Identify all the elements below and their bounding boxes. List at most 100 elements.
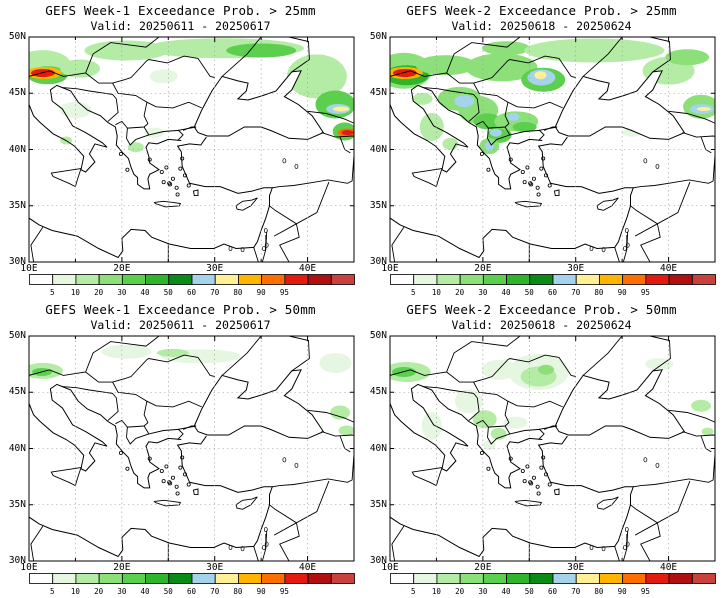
latitude-label: 40N — [8, 143, 26, 155]
lake-outline — [643, 158, 648, 164]
legend-swatch — [459, 573, 484, 584]
country-border — [253, 546, 259, 561]
legend-swatch — [482, 573, 507, 584]
country-border — [273, 223, 297, 237]
legend-label: 5 — [410, 587, 416, 596]
map-panel-1: GEFS Week-1 Exceedance Prob. > 25mm Valid… — [0, 0, 361, 299]
valid-period: Valid: 20250618 - 20250624 — [451, 19, 632, 33]
lake-outline — [624, 227, 629, 234]
balkan-italy-coastline — [390, 383, 543, 489]
legend-swatch — [330, 573, 355, 584]
longitude-label: 10E — [20, 263, 38, 274]
small-island — [178, 166, 183, 171]
island-outline — [596, 197, 619, 211]
island-outline — [192, 488, 199, 496]
small-island — [175, 192, 180, 197]
latitude-label: 50N — [369, 330, 387, 341]
lake-outline — [264, 242, 269, 248]
legend-swatch — [390, 573, 415, 584]
latitude-label: 40N — [369, 143, 387, 155]
country-border — [269, 480, 330, 524]
precip-prob-area — [485, 141, 494, 152]
legend-swatch — [168, 573, 193, 584]
longitude-label: 30E — [206, 263, 224, 274]
precip-prob-area — [472, 410, 497, 429]
legend-swatch — [552, 573, 577, 584]
precip-prob-area — [524, 38, 665, 63]
lake-outline — [601, 247, 606, 253]
small-island — [479, 151, 484, 156]
precip-prob-area — [149, 69, 178, 84]
precip-prob-area — [489, 128, 502, 137]
country-border — [177, 425, 197, 430]
lake-outline — [262, 245, 266, 252]
black-sea — [554, 70, 686, 140]
country-border — [423, 386, 480, 421]
mediterranean-coastline — [29, 435, 274, 558]
country-border — [321, 132, 354, 138]
island-outline — [596, 496, 619, 510]
small-island — [528, 480, 533, 485]
lake-outline — [282, 457, 287, 463]
legend-swatch — [575, 274, 600, 285]
map-area — [29, 336, 354, 561]
precip-prob-area — [127, 142, 144, 153]
mediterranean-coastline — [29, 136, 274, 259]
small-island — [186, 482, 191, 487]
country-border — [504, 126, 511, 136]
legend-swatch — [29, 573, 54, 584]
legend-swatch — [52, 274, 77, 285]
legend-swatch — [168, 274, 193, 285]
precip-prob-area — [101, 344, 152, 359]
legend-swatch — [29, 274, 54, 285]
latitude-label: 35N — [8, 199, 26, 211]
legend-swatch — [307, 573, 332, 584]
lake-outline — [264, 541, 269, 547]
precip-prob-area — [333, 106, 349, 112]
legend-swatch — [552, 274, 577, 285]
legend-label: 90 — [256, 587, 266, 596]
legend-label: 60 — [547, 288, 558, 297]
latitude-label: 30N — [8, 256, 26, 267]
island-outline — [235, 496, 258, 510]
small-island — [167, 480, 172, 485]
legend-label: 30 — [117, 587, 127, 596]
legend-label: 20 — [455, 587, 465, 596]
legend-swatch — [98, 573, 123, 584]
small-island — [186, 183, 191, 188]
legend-swatch — [668, 274, 693, 285]
precip-prob-area — [341, 130, 354, 136]
map-area — [390, 336, 715, 561]
latitude-label: 45N — [8, 87, 26, 99]
small-island — [170, 475, 175, 480]
precip-prob-area — [338, 425, 354, 436]
legend-label: 90 — [617, 587, 627, 596]
small-island — [486, 167, 491, 172]
country-border — [253, 247, 259, 262]
small-island — [147, 456, 152, 461]
small-island — [174, 185, 179, 190]
country-border — [272, 155, 354, 189]
precip-prob-area — [156, 348, 189, 357]
lake-outline — [601, 546, 606, 552]
small-island — [182, 472, 187, 477]
small-island — [125, 466, 130, 471]
black-sea — [193, 70, 325, 140]
country-border — [112, 381, 149, 428]
legend-swatch — [238, 274, 263, 285]
country-border — [85, 354, 215, 383]
precip-prob-area — [691, 399, 712, 412]
lake-outline — [228, 245, 233, 252]
lake-outline — [623, 245, 627, 252]
small-island — [535, 484, 540, 489]
latitude-label: 50N — [8, 330, 26, 341]
country-border — [146, 101, 202, 109]
country-border — [29, 37, 160, 77]
lake-outline — [240, 546, 245, 552]
small-island — [539, 465, 544, 470]
precip-prob-area — [392, 69, 417, 77]
lake-outline — [240, 247, 245, 253]
legend-label: 10 — [70, 587, 80, 596]
legend-label: 80 — [594, 288, 604, 297]
legend-label: 50 — [524, 288, 534, 297]
